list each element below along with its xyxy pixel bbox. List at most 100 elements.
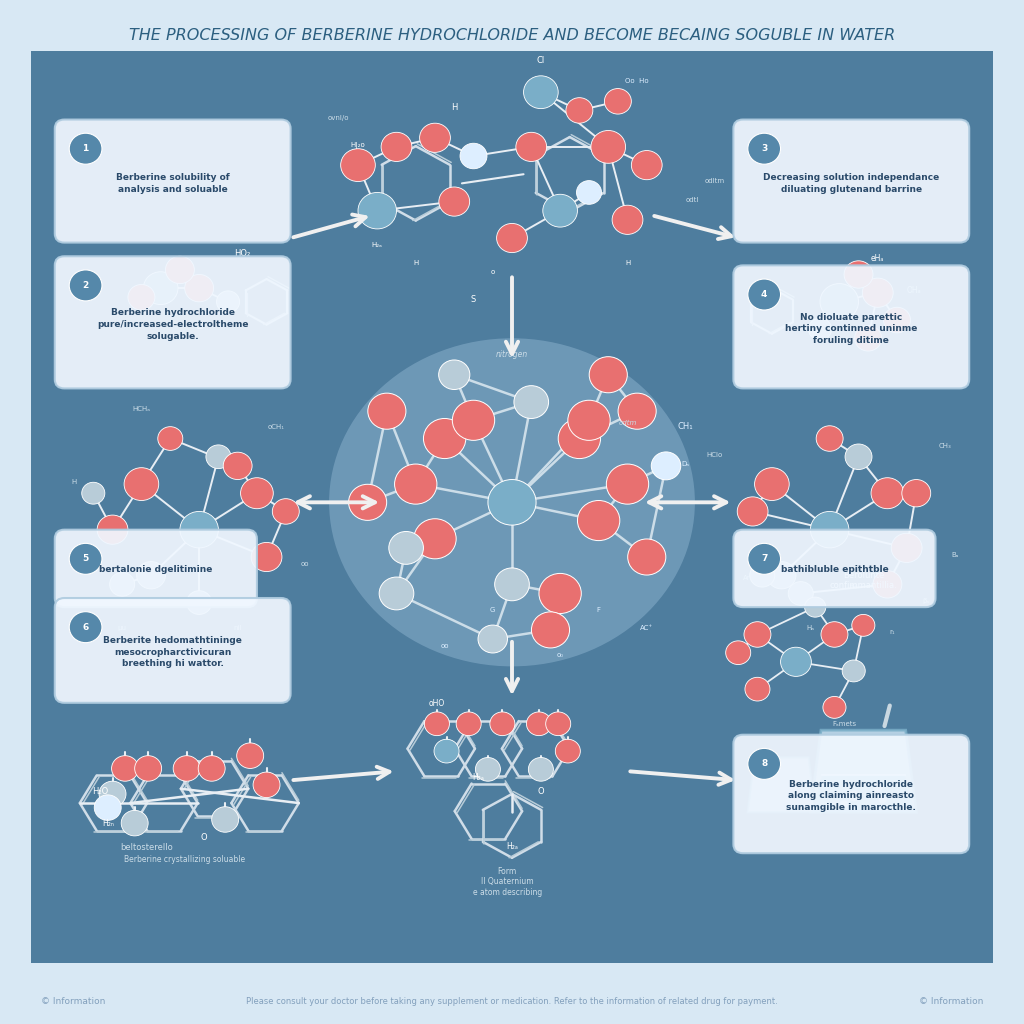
Ellipse shape: [329, 338, 695, 667]
Circle shape: [848, 791, 859, 801]
Circle shape: [516, 132, 547, 162]
FancyBboxPatch shape: [55, 256, 291, 388]
Circle shape: [651, 452, 681, 480]
Text: O: O: [201, 833, 207, 842]
Circle shape: [478, 625, 508, 653]
Circle shape: [809, 318, 831, 340]
Circle shape: [879, 797, 887, 804]
Text: THE PROCESSING OF BERBERINE HYDROCHLORIDE AND BECOME BECAING SOGUBLE IN WATER: THE PROCESSING OF BERBERINE HYDROCHLORID…: [129, 29, 895, 43]
Circle shape: [82, 482, 104, 504]
Circle shape: [112, 756, 138, 781]
FancyBboxPatch shape: [55, 529, 257, 607]
Circle shape: [604, 88, 632, 114]
Circle shape: [748, 544, 780, 574]
Circle shape: [394, 464, 437, 504]
Circle shape: [180, 511, 218, 548]
Circle shape: [884, 307, 910, 333]
Circle shape: [566, 97, 593, 123]
Circle shape: [821, 622, 848, 647]
Circle shape: [70, 544, 102, 574]
Text: S: S: [471, 295, 476, 304]
Circle shape: [872, 783, 883, 793]
FancyBboxPatch shape: [733, 120, 969, 243]
Circle shape: [420, 123, 451, 153]
Circle shape: [568, 400, 610, 440]
Circle shape: [543, 195, 578, 227]
Text: CH₃: CH₃: [939, 442, 951, 449]
Text: G: G: [490, 606, 496, 612]
Text: βₐ: βₐ: [923, 598, 930, 603]
Text: Form
ll Quaternium
e atom describing: Form ll Quaternium e atom describing: [472, 867, 542, 897]
Text: bertalonie dgelitimine: bertalonie dgelitimine: [99, 565, 213, 574]
Circle shape: [902, 479, 931, 507]
Text: oHO: oHO: [429, 698, 445, 708]
Circle shape: [216, 291, 240, 312]
Text: H₂ₙ: H₂ₙ: [101, 819, 114, 827]
Circle shape: [475, 758, 501, 781]
Text: AC⁺: AC⁺: [640, 625, 653, 631]
Text: Berberine hydrochloride
along claiming ainreasto
sunamgible in marocthle.: Berberine hydrochloride along claiming a…: [786, 779, 916, 812]
Text: F: F: [597, 606, 601, 612]
Circle shape: [577, 180, 601, 205]
Circle shape: [855, 326, 882, 351]
Circle shape: [94, 795, 121, 820]
Circle shape: [816, 426, 843, 452]
Circle shape: [358, 193, 396, 229]
Text: oCH₁: oCH₁: [267, 424, 285, 430]
Text: oo: oo: [440, 643, 449, 649]
Circle shape: [589, 356, 628, 393]
Circle shape: [628, 539, 666, 575]
Text: H|₂o: H|₂o: [350, 142, 366, 148]
Circle shape: [823, 696, 846, 718]
Circle shape: [241, 478, 273, 509]
Circle shape: [439, 187, 470, 216]
Circle shape: [606, 464, 648, 504]
Text: Hₐ: Hₐ: [806, 625, 814, 631]
Text: H₂ₐ: H₂ₐ: [506, 842, 518, 851]
Text: μu: μu: [118, 625, 127, 631]
Text: O: O: [538, 787, 544, 796]
Text: HCHₐ: HCHₐ: [132, 407, 151, 413]
Circle shape: [389, 531, 424, 564]
Circle shape: [726, 641, 751, 665]
Circle shape: [523, 76, 558, 109]
Text: Oo  Ho: Oo Ho: [626, 78, 649, 84]
Circle shape: [173, 756, 200, 781]
Circle shape: [788, 582, 813, 605]
Text: Cl: Cl: [195, 323, 204, 331]
Text: Berberine hydrochloride
pure/increased-electroltheme
solugable.: Berberine hydrochloride pure/increased-e…: [97, 308, 249, 341]
Circle shape: [70, 611, 102, 643]
Circle shape: [632, 151, 663, 179]
Text: bathibluble epithtble: bathibluble epithtble: [780, 565, 889, 574]
Circle shape: [531, 612, 569, 648]
Circle shape: [748, 749, 780, 779]
Circle shape: [891, 534, 922, 562]
Circle shape: [253, 772, 280, 798]
FancyBboxPatch shape: [16, 38, 1008, 976]
Text: oo: oo: [301, 561, 309, 567]
Text: Decreasing solution independance
diluating glutenand barrine: Decreasing solution independance diluati…: [763, 173, 939, 194]
Circle shape: [750, 563, 775, 587]
Circle shape: [136, 561, 166, 589]
Circle shape: [737, 497, 768, 526]
Circle shape: [212, 807, 239, 833]
Circle shape: [546, 712, 570, 735]
Circle shape: [341, 148, 376, 181]
Circle shape: [842, 660, 865, 682]
Text: H: H: [72, 479, 77, 485]
Text: odtl: odtl: [685, 197, 698, 203]
Circle shape: [755, 468, 790, 501]
Circle shape: [251, 543, 282, 571]
Circle shape: [434, 739, 459, 763]
Circle shape: [497, 223, 527, 253]
Text: 4: 4: [761, 290, 767, 299]
Circle shape: [381, 132, 412, 162]
Circle shape: [379, 578, 414, 610]
Text: 5: 5: [83, 554, 89, 563]
Text: 1: 1: [83, 144, 89, 154]
Text: 2: 2: [83, 281, 89, 290]
Circle shape: [852, 614, 874, 636]
Circle shape: [368, 393, 406, 429]
Text: o: o: [490, 269, 495, 275]
Text: OHₐ: OHₐ: [906, 286, 922, 295]
